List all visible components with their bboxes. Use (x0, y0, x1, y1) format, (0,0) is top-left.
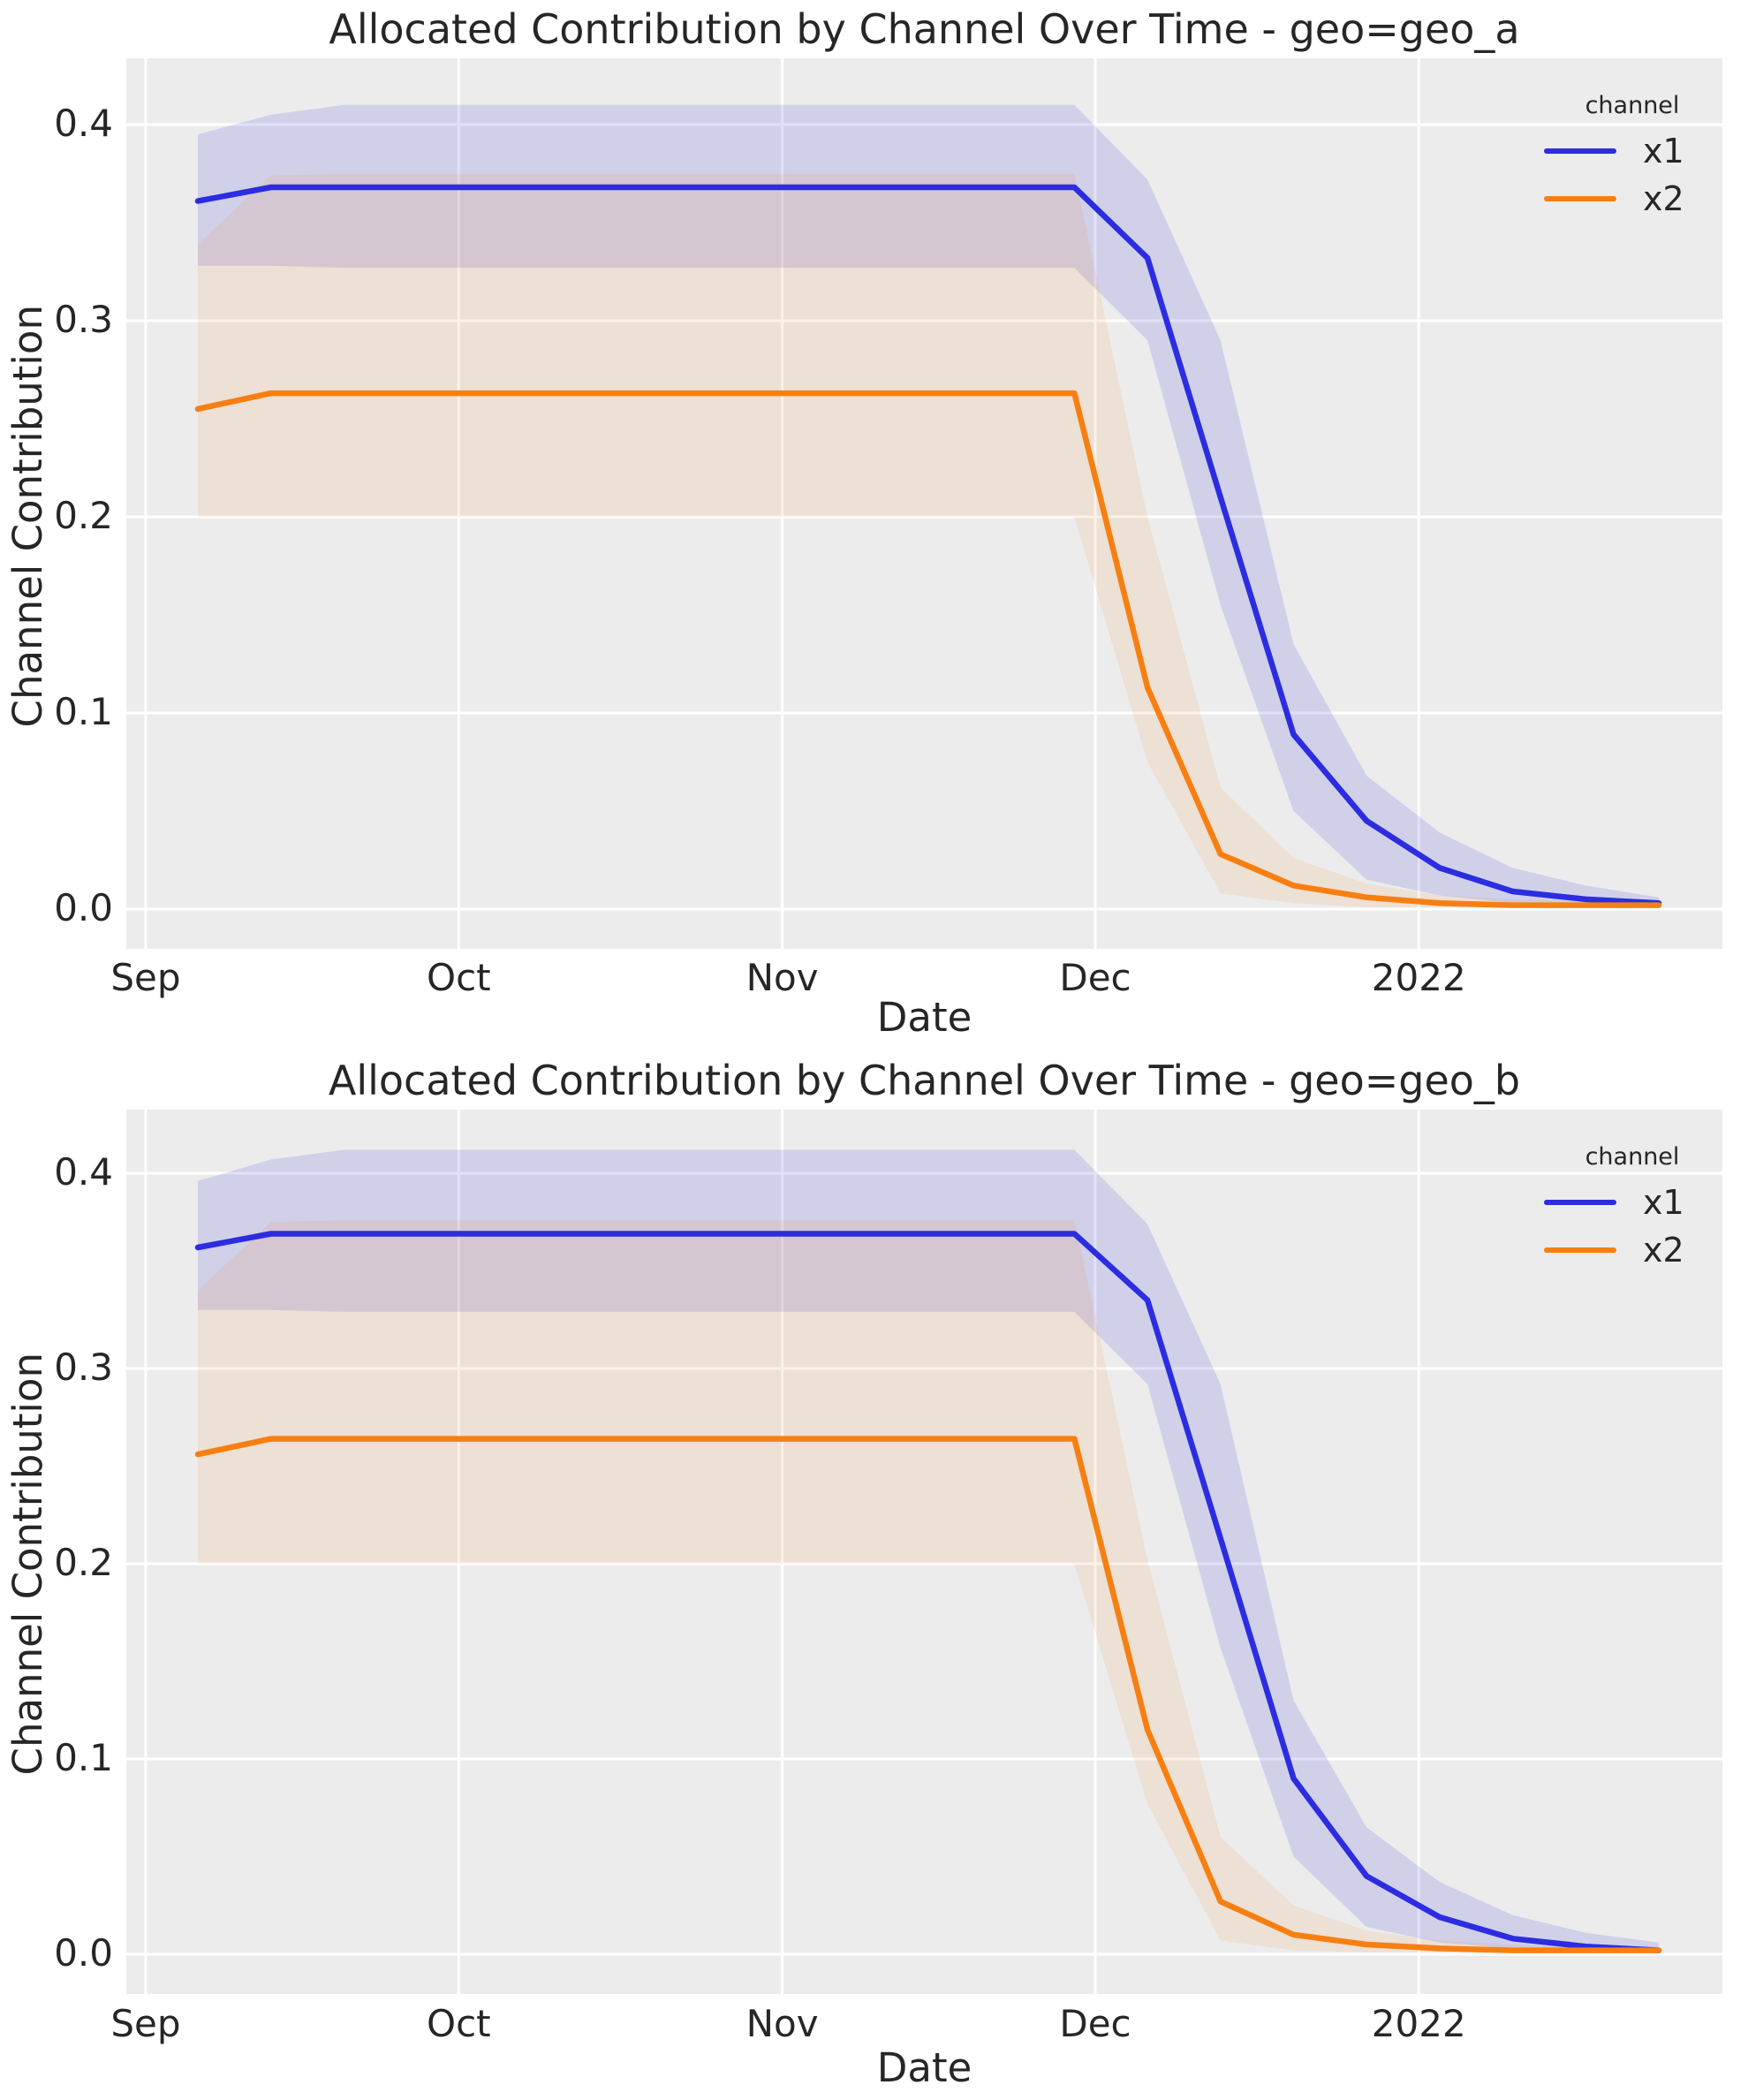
legend-entry-x1: x1 (1537, 1179, 1728, 1226)
series-line-x1 (194, 1231, 1662, 1953)
y-tick-label: 0.4 (54, 1150, 113, 1194)
confidence-band-x1 (198, 104, 1659, 907)
legend-entry-label: x1 (1643, 1183, 1684, 1222)
x-tick-label: Oct (427, 2002, 491, 2045)
series-line-x2 (194, 390, 1662, 908)
legend-entry-x2: x2 (1537, 1226, 1728, 1274)
x-tick-label: 2022 (1371, 2002, 1466, 2045)
y-tick-label: 0.4 (54, 102, 113, 145)
x-tick-label: Sep (110, 956, 181, 999)
y-tick-label: 0.0 (54, 886, 113, 929)
confidence-band-x2 (198, 1220, 1659, 1952)
y-tick-label: 0.0 (54, 1931, 113, 1975)
legend-entry-x2: x2 (1537, 175, 1728, 223)
confidence-band-x1 (198, 1149, 1659, 1952)
x-tick-label: Oct (427, 956, 491, 999)
legend-entry-label: x2 (1643, 1231, 1684, 1270)
chart-title-geo-b: Allocated Contribution by Channel Over T… (328, 1057, 1521, 1104)
x-axis-label-geo-a: Date (876, 994, 972, 1041)
legend-line-swatch (1544, 1247, 1616, 1253)
plot-svg-geo-a (126, 58, 1722, 949)
x-tick-label: Nov (745, 2002, 819, 2045)
plot-area-geo-b (126, 1110, 1722, 1994)
y-tick-label: 0.3 (54, 1346, 113, 1389)
plot-svg-geo-b (126, 1110, 1722, 1994)
y-tick-label: 0.3 (54, 298, 113, 341)
legend-entry-x1: x1 (1537, 127, 1728, 175)
confidence-band-x2 (198, 173, 1659, 907)
y-tick-label: 0.2 (54, 1541, 113, 1584)
y-tick-label: 0.1 (54, 1736, 113, 1779)
x-tick-label: Dec (1059, 956, 1131, 999)
x-tick-label: Nov (745, 956, 819, 999)
x-tick-label: Sep (110, 2002, 181, 2045)
legend-line-swatch (1544, 1200, 1616, 1205)
y-tick-label: 0.1 (54, 690, 113, 733)
series-line-x2 (194, 1436, 1662, 1953)
legend-geo-a: channel x1 x2 (1537, 85, 1728, 223)
legend-line-swatch (1544, 196, 1616, 201)
chart-title-geo-a: Allocated Contribution by Channel Over T… (329, 5, 1520, 53)
legend-line-swatch (1544, 148, 1616, 154)
series-line-x1 (194, 184, 1662, 906)
x-tick-label: Dec (1059, 2002, 1131, 2045)
legend-entry-label: x1 (1643, 132, 1684, 171)
legend-title: channel (1585, 92, 1680, 119)
y-tick-label: 0.2 (54, 494, 113, 537)
x-axis-label-geo-b: Date (876, 2044, 972, 2091)
legend-title: channel (1585, 1143, 1680, 1171)
plot-area-geo-a (126, 58, 1722, 949)
legend-geo-b: channel x1 x2 (1537, 1136, 1728, 1274)
x-tick-label: 2022 (1371, 956, 1466, 999)
legend-entry-label: x2 (1643, 179, 1684, 218)
